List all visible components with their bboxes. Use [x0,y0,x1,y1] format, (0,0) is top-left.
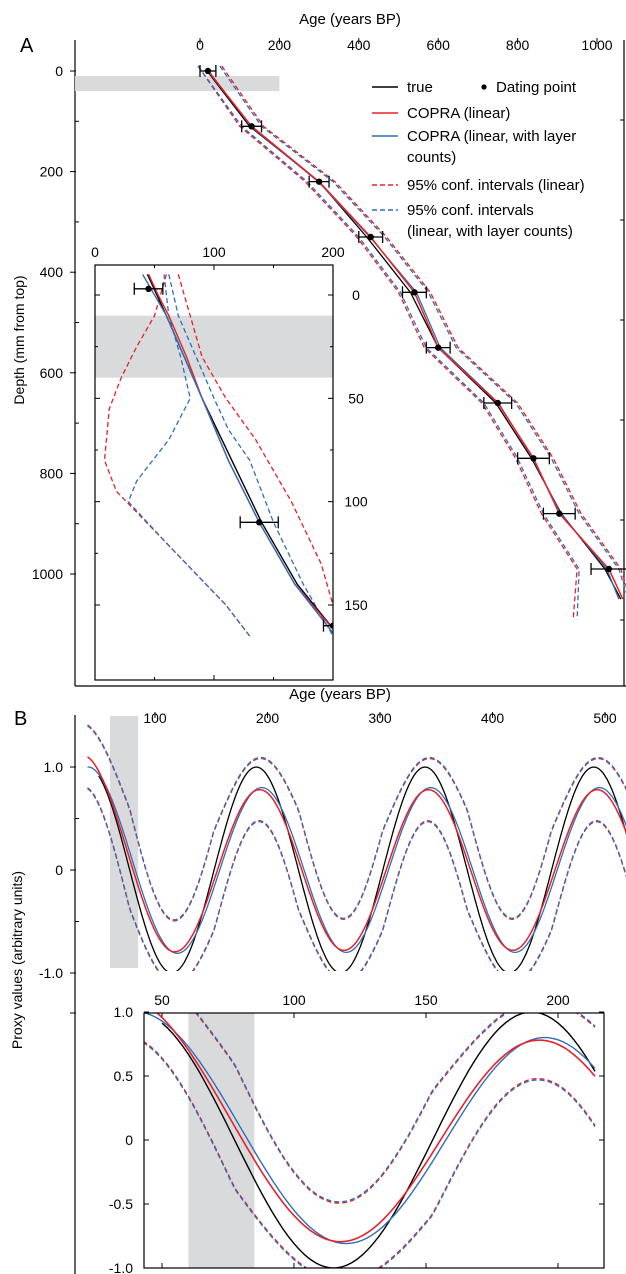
panel-a-x-tick-label: 600 [427,37,451,53]
panel-a-ci-linear-upper [221,65,626,588]
panel-a-x-tick-label: 0 [196,37,204,53]
panel-b-inset-ci-linear-upper [194,1013,596,1204]
legend-ci-layercount-label: 95% conf. intervals (linear, with layer c… [407,202,573,240]
panel-b-inset-y-tick-label: 0.5 [114,1068,134,1084]
panel-b: B Age (years BP) Proxy values (arbitrary… [9,686,626,1274]
legend-copra-linear-label: COPRA (linear) [407,105,510,122]
panel-b-y-tick-label: 0 [55,862,63,878]
panel-a-y-tick-label: 600 [40,365,64,381]
panel-a-dating-point [367,233,374,241]
panel-b-inset-x-tick-label: 100 [282,992,306,1008]
panel-a-dating-point [204,67,212,75]
panel-a-y-tick-label: 800 [40,465,64,481]
panel-a-inset-dating-point [256,519,263,526]
panel-b-y-axis-label: Proxy values (arbitrary units) [9,871,25,1049]
panel-b-inset-copra-linear-line [156,1013,596,1243]
panel-b-inset-ci-layercount-upper [195,1013,596,1203]
panel-a: A Age (years BP) Depth (mm from top) 0 20… [11,11,626,687]
panel-a-inset-x-tick-label: 200 [321,244,345,260]
panel-b-copra-layercount-line [87,766,626,954]
panel-a-inset-curves [103,273,333,637]
panel-b-inset-curves [144,1013,596,1268]
panel-b-inset-y-tick-label: 0 [125,1132,133,1148]
panel-a-curves [197,65,626,620]
panel-a-ci-linear-lower [197,65,578,620]
panel-a-inset-ci-linear-upper [177,274,333,609]
panel-a-inset-y-tick-label: 0 [352,287,360,303]
legend-dating-point-swatch [481,84,487,90]
panel-a-ci-layercount-upper [219,65,626,594]
panel-a-inset-x-tick-label: 0 [91,244,99,260]
panel-b-x-tick-label: 300 [368,710,392,726]
panel-b-y-tick-label: 1.0 [44,759,64,775]
panel-a-dating-point [605,565,613,573]
panel-a-y-tick-label: 1000 [32,566,63,582]
panel-a-x-tick-label: 1000 [581,37,612,53]
panel-b-x-tick-label: 100 [143,710,167,726]
panel-a-dating-point [435,344,442,351]
panel-a-ci-layercount-lower [197,65,580,620]
legend-copra-layercount-label: COPRA (linear, with layer counts) [407,128,576,166]
panel-b-plot: 100 200 300 400 500 1.0 0 -1.0 50 100 150 200 1.0 0.5… [39,710,626,1274]
panel-b-x-tick-label: 400 [481,710,505,726]
panel-b-inset-x-tick-label: 150 [414,992,438,1008]
panel-a-x-tick-label: 400 [347,37,371,53]
panel-a-y-axis-label: Depth (mm from top) [11,275,27,404]
panel-b-ci-linear-upper [87,725,626,922]
panel-b-inset-shaded-band [188,1013,255,1268]
legend-copra-layercount-label-line-1: COPRA (linear, with layer [407,128,576,145]
panel-a-y-tick-label: 400 [40,264,64,280]
legend-ci-layercount-label-line-1: 95% conf. intervals [407,202,534,219]
panel-a-inset-shaded-band [95,315,333,378]
panel-a-dating-point [556,510,563,517]
legend-dating-point-label: Dating point [496,79,577,96]
panel-a-shaded-band [75,76,280,92]
panel-a-inset-dating-point [145,285,152,292]
panel-a-dating-point [530,455,537,462]
panel-b-inset-y-tick-label: -0.5 [109,1196,133,1212]
panel-a-inset-dating-point [329,622,333,629]
panel-b-x-axis-label: Age (years BP) [289,686,391,703]
panel-a-legend: true Dating point COPRA (linear) COPRA (lin… [372,79,585,240]
panel-a-inset-y-tick-label: 100 [344,494,368,510]
panel-a-inset-y-tick-label: 150 [344,597,368,613]
panel-b-inset-frame [143,1012,605,1269]
panel-a-inset-x-tick-label: 100 [202,244,226,260]
panel-a-dating-point [315,178,323,185]
panel-letter-a: A [20,35,34,57]
panel-a-inset-copra-layercount-line [141,273,333,635]
panel-letter-b: B [14,708,27,730]
panel-b-curves [87,724,626,971]
panel-b-x-tick-label: 200 [256,710,280,726]
legend-copra-layercount-label-line-2: counts) [407,149,456,166]
panel-b-copra-linear-line [87,756,626,953]
panel-a-x-tick-label: 200 [268,37,292,53]
panel-a-inset-y-tick-label: 50 [348,390,364,406]
panel-b-inset-ci-layercount-lower [144,1042,596,1268]
panel-a-inset-frame [94,264,334,681]
panel-b-x-tick-label: 500 [593,710,617,726]
panel-a-dating-point [248,123,255,130]
panel-b-inset-y-tick-label: 1.0 [114,1004,134,1020]
legend-true-label: true [407,79,433,96]
panel-b-inset-x-tick-label: 50 [154,992,170,1008]
panel-a-x-tick-label: 800 [506,37,530,53]
panel-b-y-tick-label: -1.0 [39,965,63,981]
legend-ci-layercount-label-line-2: (linear, with layer counts) [407,223,573,240]
panel-a-inset-ci-layercount-upper [168,274,333,637]
panel-a-x-axis-label: Age (years BP) [299,11,401,28]
panel-b-inset-x-tick-label: 200 [546,992,570,1008]
panel-a-y-tick-label: 0 [55,63,63,79]
panel-a-inset-ci-layercount-lower [127,274,251,637]
legend-ci-linear-label: 95% conf. intervals (linear) [407,177,585,194]
panel-b-inset-y-tick-label: -1.0 [109,1260,133,1274]
panel-b-ci-layercount-upper [87,724,626,921]
panel-a-inset: 0 100 200 0 50 100 150 [91,244,368,681]
panel-a-dating-point [494,399,501,407]
panel-a-y-tick-label: 200 [40,164,64,180]
panel-a-dating-point [411,289,418,296]
panel-b-inset: 50 100 150 200 1.0 0.5 0 -0.5 -1.0 [109,992,605,1274]
